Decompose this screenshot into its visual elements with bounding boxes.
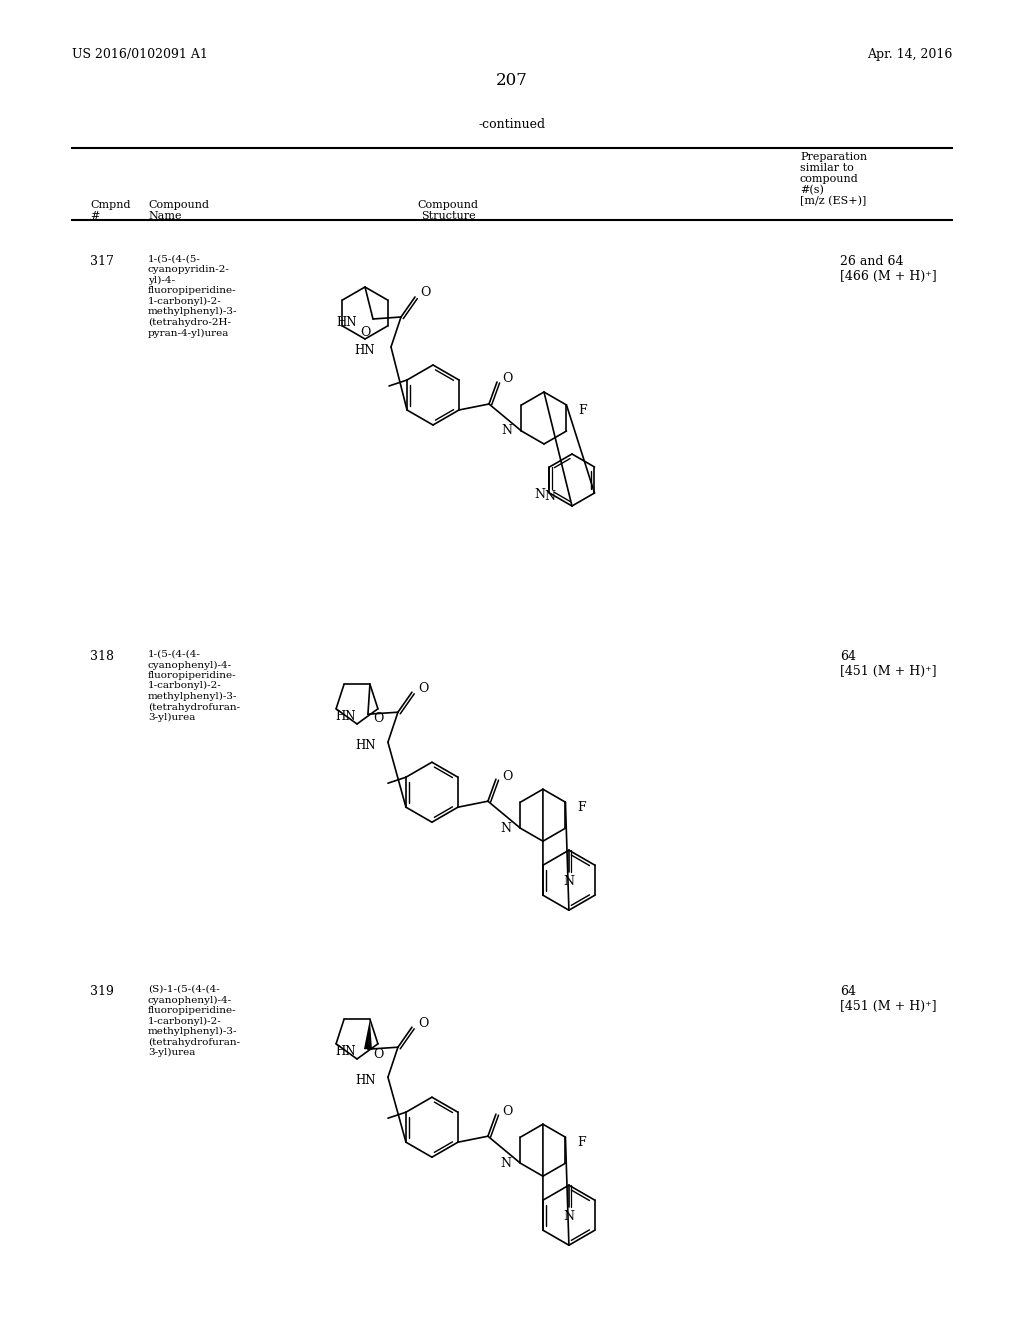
Text: O: O bbox=[502, 372, 512, 385]
Text: HN: HN bbox=[336, 1044, 356, 1057]
Text: O: O bbox=[502, 1105, 512, 1118]
Text: O: O bbox=[502, 770, 512, 783]
Text: Cmpnd: Cmpnd bbox=[90, 201, 130, 210]
Text: [m/z (ES+)]: [m/z (ES+)] bbox=[800, 195, 866, 206]
Text: similar to: similar to bbox=[800, 162, 854, 173]
Text: HN: HN bbox=[337, 317, 357, 330]
Text: O: O bbox=[418, 681, 428, 694]
Text: Compound: Compound bbox=[418, 201, 478, 210]
Text: 1-(5-(4-(4-
cyanophenyl)-4-
fluoropiperidine-
1-carbonyl)-2-
methylphenyl)-3-
(t: 1-(5-(4-(4- cyanophenyl)-4- fluoropiperi… bbox=[148, 649, 240, 722]
Text: O: O bbox=[418, 1016, 428, 1030]
Text: N: N bbox=[563, 875, 574, 888]
Text: 64
[451 (M + H)⁺]: 64 [451 (M + H)⁺] bbox=[840, 985, 937, 1012]
Text: #: # bbox=[90, 211, 99, 220]
Text: N: N bbox=[544, 491, 555, 503]
Text: compound: compound bbox=[800, 174, 859, 183]
Text: F: F bbox=[577, 801, 586, 813]
Text: -continued: -continued bbox=[478, 117, 546, 131]
Text: US 2016/0102091 A1: US 2016/0102091 A1 bbox=[72, 48, 208, 61]
Text: Apr. 14, 2016: Apr. 14, 2016 bbox=[866, 48, 952, 61]
Text: N: N bbox=[501, 1156, 511, 1170]
Text: HN: HN bbox=[336, 710, 356, 723]
Text: 26 and 64
[466 (M + H)⁺]: 26 and 64 [466 (M + H)⁺] bbox=[840, 255, 937, 282]
Text: 1-(5-(4-(5-
cyanopyridin-2-
yl)-4-
fluoropiperidine-
1-carbonyl)-2-
methylphenyl: 1-(5-(4-(5- cyanopyridin-2- yl)-4- fluor… bbox=[148, 255, 238, 338]
Text: O: O bbox=[373, 713, 383, 726]
Polygon shape bbox=[364, 1019, 372, 1049]
Text: #(s): #(s) bbox=[800, 185, 824, 195]
Text: Structure: Structure bbox=[421, 211, 475, 220]
Text: (S)-1-(5-(4-(4-
cyanophenyl)-4-
fluoropiperidine-
1-carbonyl)-2-
methylphenyl)-3: (S)-1-(5-(4-(4- cyanophenyl)-4- fluoropi… bbox=[148, 985, 240, 1057]
Text: F: F bbox=[577, 1135, 586, 1148]
Text: HN: HN bbox=[355, 1073, 376, 1086]
Text: Compound: Compound bbox=[148, 201, 209, 210]
Text: N: N bbox=[563, 1209, 574, 1222]
Text: 318: 318 bbox=[90, 649, 114, 663]
Text: O: O bbox=[359, 326, 371, 339]
Text: 64
[451 (M + H)⁺]: 64 [451 (M + H)⁺] bbox=[840, 649, 937, 678]
Text: HN: HN bbox=[355, 739, 376, 751]
Text: 319: 319 bbox=[90, 985, 114, 998]
Text: 207: 207 bbox=[496, 73, 528, 88]
Text: N: N bbox=[501, 822, 511, 834]
Text: N: N bbox=[535, 488, 546, 502]
Text: F: F bbox=[578, 404, 587, 417]
Text: HN: HN bbox=[354, 345, 375, 358]
Text: Name: Name bbox=[148, 211, 181, 220]
Text: Preparation: Preparation bbox=[800, 152, 867, 162]
Text: 317: 317 bbox=[90, 255, 114, 268]
Text: N: N bbox=[502, 425, 512, 437]
Text: O: O bbox=[373, 1048, 383, 1060]
Text: O: O bbox=[420, 286, 430, 300]
